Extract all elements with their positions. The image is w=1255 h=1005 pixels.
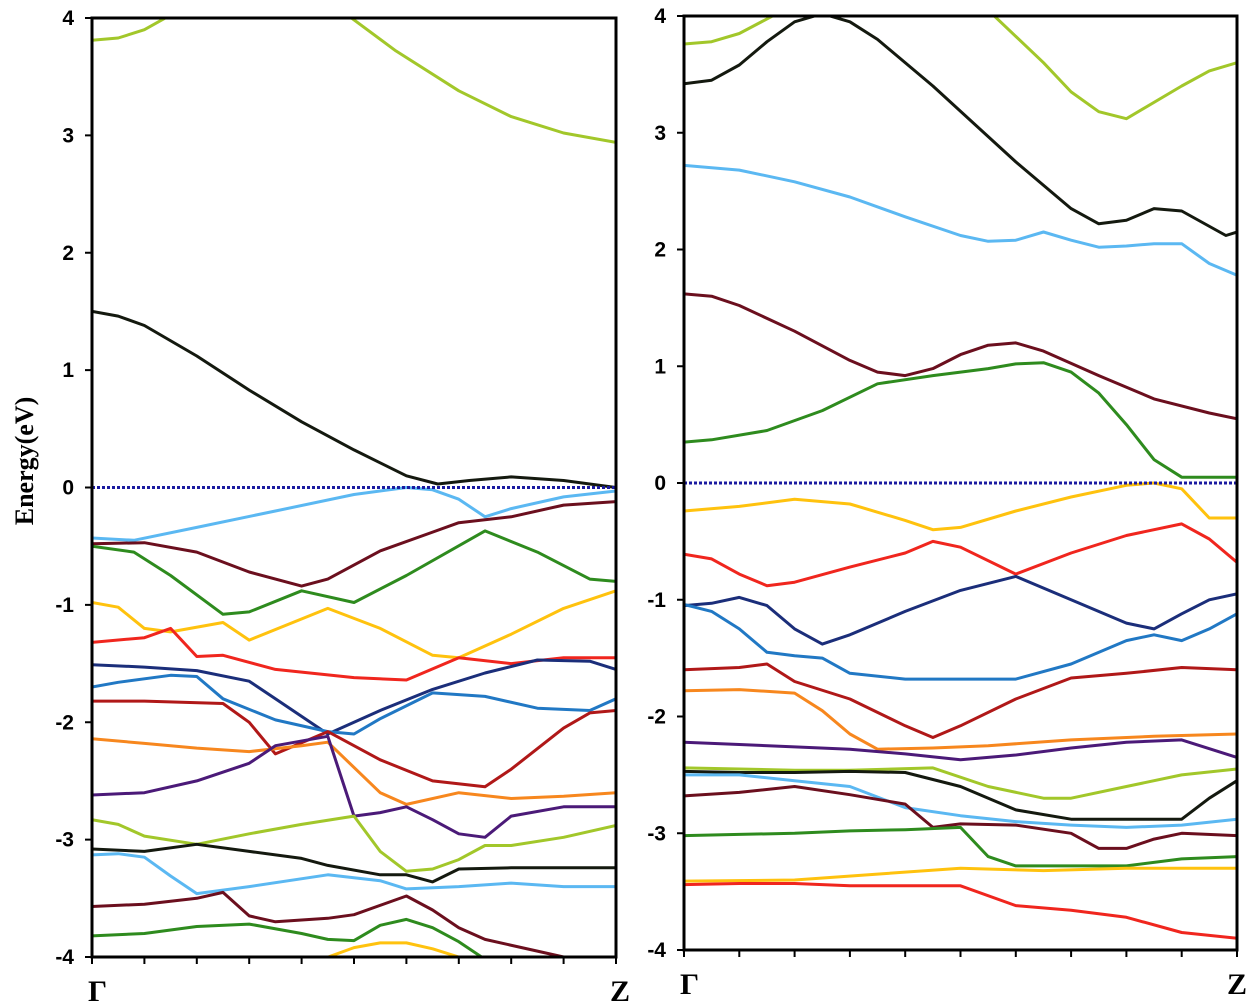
- band-line: [684, 16, 1237, 237]
- y-tick-label: 0: [62, 477, 74, 500]
- band-line: [92, 890, 566, 957]
- band-line: [992, 16, 1237, 121]
- y-tick-label: -4: [55, 946, 74, 969]
- band-line: [684, 766, 1237, 800]
- band-line: [92, 626, 616, 682]
- band-line: [684, 882, 1237, 940]
- band-line: [92, 917, 485, 957]
- y-tick-label: 4: [654, 5, 666, 28]
- band-line: [92, 486, 616, 542]
- x-tick-label-z: Z: [610, 975, 630, 1005]
- y-tick-label: -3: [55, 829, 74, 852]
- band-line: [92, 699, 616, 789]
- band-line: [684, 662, 1237, 739]
- band-line: [92, 658, 616, 736]
- y-tick-label: 1: [654, 355, 666, 378]
- band-line: [684, 825, 1237, 868]
- band-line: [684, 361, 1237, 479]
- x-tick-label-gamma: Γ: [680, 968, 699, 1001]
- y-tick-label: -1: [647, 589, 666, 612]
- band-line: [684, 769, 1237, 821]
- band-line: [92, 842, 616, 884]
- bands: [92, 18, 616, 957]
- band-line: [684, 574, 1237, 646]
- band-line: [684, 866, 1237, 883]
- band-line: [684, 773, 1237, 829]
- band-line: [684, 785, 1237, 850]
- band-line: [684, 522, 1237, 588]
- band-line: [323, 941, 462, 957]
- band-line: [684, 481, 1237, 532]
- bands: [684, 16, 1237, 940]
- y-tick-label: 4: [62, 7, 74, 30]
- x-tick-label-gamma: Γ: [88, 975, 107, 1005]
- band-line: [684, 163, 1237, 277]
- y-tick-label: 3: [654, 122, 666, 145]
- band-line: [684, 688, 1237, 751]
- band-line: [92, 309, 616, 489]
- left-panel: 4 3 2 1 0 -1 -2 -3 -4 Γ Z: [55, 7, 630, 1005]
- x-tick-label-z: Z: [1227, 968, 1247, 1001]
- y-tick-label: -3: [647, 822, 666, 845]
- band-line: [92, 734, 616, 839]
- band-line: [92, 737, 616, 806]
- band-line: [684, 292, 1237, 421]
- band-line: [92, 673, 616, 736]
- right-panel: 4 3 2 1 0 -1 -2 -3 -4 Γ Z: [647, 5, 1247, 1001]
- band-line: [92, 500, 616, 588]
- band-line: [684, 738, 1237, 762]
- band-line: [92, 529, 616, 616]
- band-line: [684, 16, 776, 46]
- y-tick-label: 0: [654, 472, 666, 495]
- y-tick-label: 2: [654, 239, 666, 262]
- band-line: [684, 602, 1237, 681]
- y-tick-label: -4: [647, 939, 666, 962]
- band-line: [92, 852, 616, 896]
- y-tick-label: 2: [62, 242, 74, 265]
- y-tick-label: -1: [55, 594, 74, 617]
- band-line: [348, 18, 616, 144]
- y-tick-label: -2: [647, 706, 666, 729]
- band-line: [92, 814, 616, 873]
- band-line: [92, 589, 616, 660]
- y-tick-label: 3: [62, 124, 74, 147]
- y-tick-label: -2: [55, 711, 74, 734]
- band-line: [92, 18, 169, 42]
- y-axis-title: Energy(eV): [10, 397, 39, 526]
- y-tick-label: 1: [62, 359, 74, 382]
